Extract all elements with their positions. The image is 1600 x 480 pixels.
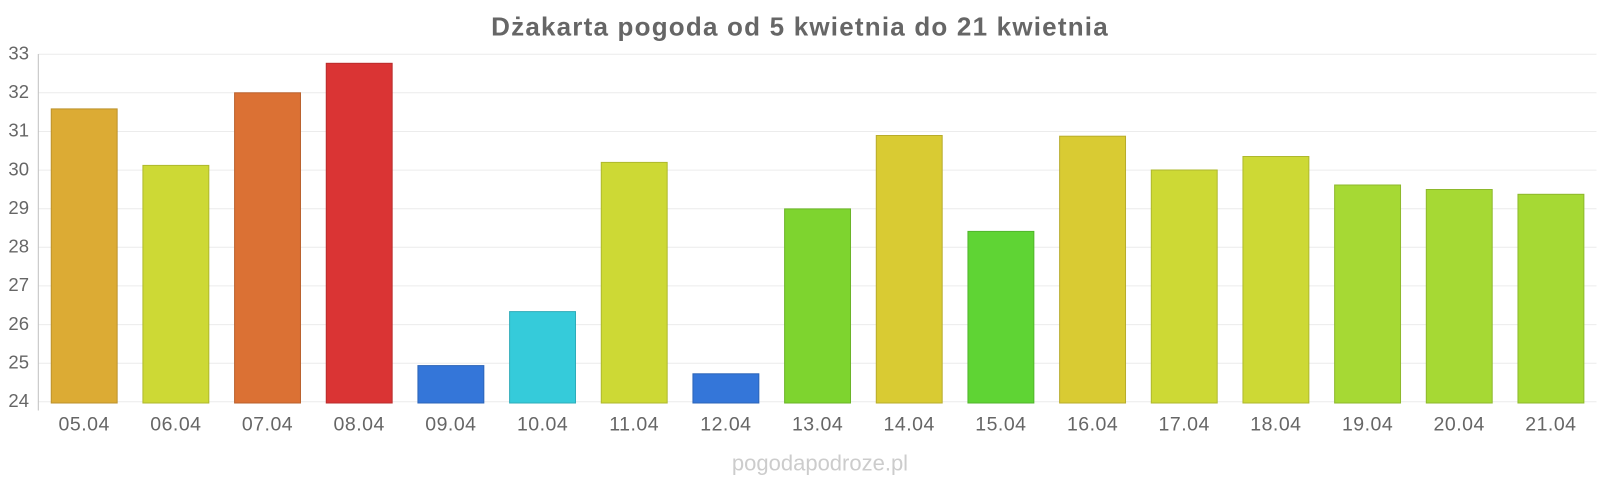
svg-text:29: 29 [8,197,29,218]
svg-text:15.04: 15.04 [975,414,1026,436]
svg-text:05.04: 05.04 [59,414,110,436]
svg-text:16.04: 16.04 [1067,414,1118,436]
svg-text:28: 28 [8,236,29,257]
svg-text:11.04: 11.04 [609,414,659,436]
svg-text:21.04: 21.04 [1525,414,1576,436]
svg-text:10.04: 10.04 [517,414,568,436]
svg-text:08.04: 08.04 [334,414,385,436]
svg-text:12.04: 12.04 [700,414,751,436]
svg-text:18.04: 18.04 [1250,414,1301,436]
svg-text:30: 30 [8,158,29,179]
svg-text:25: 25 [8,351,29,372]
svg-text:07.04: 07.04 [242,414,293,436]
svg-text:13.04: 13.04 [792,414,843,436]
svg-text:20.04: 20.04 [1434,414,1485,436]
svg-text:pogodapodroze.pl: pogodapodroze.pl [732,450,908,475]
svg-text:33: 33 [8,42,29,63]
svg-text:Dżakarta pogoda od 5 kwietnia: Dżakarta pogoda od 5 kwietnia do 21 kwie… [491,12,1109,42]
svg-text:09.04: 09.04 [425,414,476,436]
svg-text:24: 24 [8,390,29,411]
svg-text:14.04: 14.04 [884,414,935,436]
svg-text:19.04: 19.04 [1342,414,1393,436]
svg-text:06.04: 06.04 [150,414,201,436]
svg-text:27: 27 [8,274,29,295]
svg-text:32: 32 [8,81,29,102]
svg-text:31: 31 [8,120,29,141]
svg-text:17.04: 17.04 [1159,414,1210,436]
svg-text:26: 26 [8,313,29,334]
